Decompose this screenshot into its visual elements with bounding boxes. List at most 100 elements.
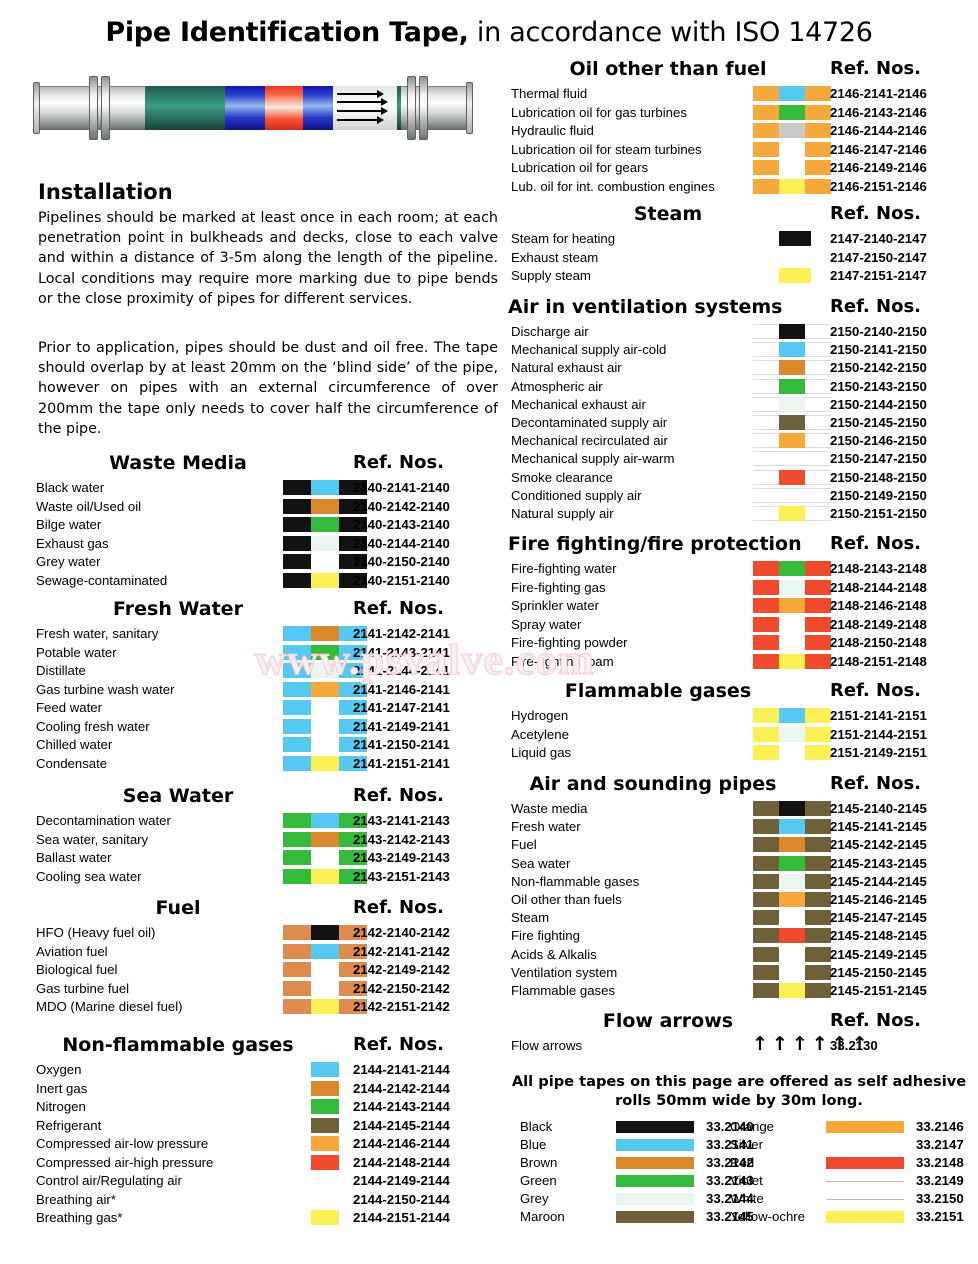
table-row: Flow arrows 33.2130 [508,1036,970,1055]
ref-number: 33.2130 [830,1038,878,1053]
legend-row: Maroon 33.2145 [520,1208,754,1226]
swatch-band [339,831,368,847]
swatch-band [805,635,832,650]
swatch-band [283,1192,311,1207]
swatch-band [779,250,812,265]
color-swatch [753,745,832,760]
table-row: Natural supply air 2150-2151-2150 [508,504,970,522]
legend-ref-number: 33.2143 [706,1173,754,1188]
swatch-band [805,86,832,101]
ref-nos-header: Ref. Nos. [830,533,922,554]
color-swatch [753,801,832,816]
section-sea-water: Sea Water Ref. Nos. Decontamination water 2… [33,785,498,885]
ref-number: 2141-2150-2141 [353,737,450,752]
ref-number: 2150-2147-2150 [830,451,927,467]
ref-nos-header: Ref. Nos. [830,203,922,224]
color-swatch [753,982,832,998]
media-label: MDO (Marine diesel fuel) [36,999,183,1014]
swatch-band [283,925,311,940]
ref-number: 2150-2151-2150 [830,505,927,521]
swatch-band [778,873,806,889]
swatch-band [311,700,340,715]
media-label: Smoke clearance [511,469,613,485]
legend-ref-number: 33.2151 [916,1209,964,1224]
media-label: Steam for heating [511,231,616,246]
ref-nos-header: Ref. Nos. [830,58,922,79]
table-row: Natural exhaust air 2150-2142-2150 [508,358,970,376]
ref-number: 2140-2142-2140 [353,498,450,514]
page-title: Pipe Identification Tape, in accordance … [0,18,978,48]
media-label: Ventilation system [511,964,618,980]
table-row: Fire fighting 2145-2148-2145 [508,926,970,944]
media-label: Black water [36,480,105,495]
swatch-band [805,745,832,760]
media-label: Sprinkler water [511,598,599,613]
color-swatch [753,598,832,613]
color-swatch [753,123,832,138]
swatch-band [778,598,806,613]
legend-row: Violet 33.2149 [730,1172,964,1190]
swatch-band [310,681,340,697]
ref-number: 2145-2142-2145 [830,837,927,853]
ref-nos-header: Ref. Nos. [830,773,922,794]
table-row: Cooling fresh water 2141-2149-2141 [33,717,498,736]
swatch-band [778,231,812,246]
swatch-band [339,737,368,752]
color-swatch [283,517,368,532]
swatch-band [283,1118,311,1133]
swatch-band [778,451,806,467]
table-row: Discharge air 2150-2140-2150 [508,322,970,340]
media-label: Fire-fighting water [511,561,617,576]
swatch-band [805,414,832,430]
swatch-band [805,946,832,962]
swatch-band [778,487,806,503]
legend-color-name: Brown [520,1155,558,1170]
color-swatch [753,964,832,980]
ref-number: 2141-2147-2141 [353,700,450,715]
ref-number: 2148-2149-2148 [830,616,927,632]
color-swatch [283,1117,367,1133]
swatch-band [779,142,806,157]
media-label: Natural exhaust air [511,360,622,376]
swatch-band [283,644,311,660]
swatch-band [310,868,340,884]
table-row: Grey water 2140-2150-2140 [33,552,498,571]
media-label: Control air/Regulating air [36,1173,182,1188]
swatch-band [753,946,779,962]
color-swatch [283,498,368,514]
table-row: Black water 2140-2141-2140 [33,478,498,497]
media-label: Acids & Alkalis [511,946,597,962]
media-label: Condensate [36,755,108,771]
legend-ref-number: 33.2149 [916,1173,964,1188]
swatch-band [753,891,779,907]
swatch-band [778,86,806,101]
swatch-band [283,663,311,678]
ref-number: 2146-2141-2146 [830,86,927,101]
swatch-band [778,891,806,907]
color-swatch [283,535,368,551]
swatch-band [778,579,806,595]
section-title: Fire fighting/fire protection [508,533,802,555]
section-title: Air and sounding pipes [529,773,777,795]
table-row: Fresh water 2145-2141-2145 [508,817,970,835]
color-swatch [283,831,368,847]
table-row: Sprinkler water 2148-2146-2148 [508,596,970,615]
pipe-band-blue-left [225,86,265,130]
ref-number: 2148-2143-2148 [830,561,927,576]
legend-color-name: Silver [730,1137,763,1152]
legend-ref-number: 33.2147 [916,1137,964,1152]
color-swatch [753,910,832,926]
legend-swatch [616,1139,694,1151]
ref-number: 2142-2149-2142 [353,962,450,977]
swatch-band [339,498,368,514]
ref-number: 2150-2140-2150 [830,324,927,339]
swatch-band [753,160,779,175]
table-row: Conditioned supply air 2150-2149-2150 [508,486,970,504]
legend-swatch [826,1139,904,1151]
swatch-band [805,653,832,669]
swatch-band [310,1080,340,1096]
table-row: Gas turbine wash water 2141-2146-2141 [33,680,498,699]
color-swatch [283,1136,367,1151]
color-swatch [753,160,832,175]
swatch-band [778,505,806,521]
